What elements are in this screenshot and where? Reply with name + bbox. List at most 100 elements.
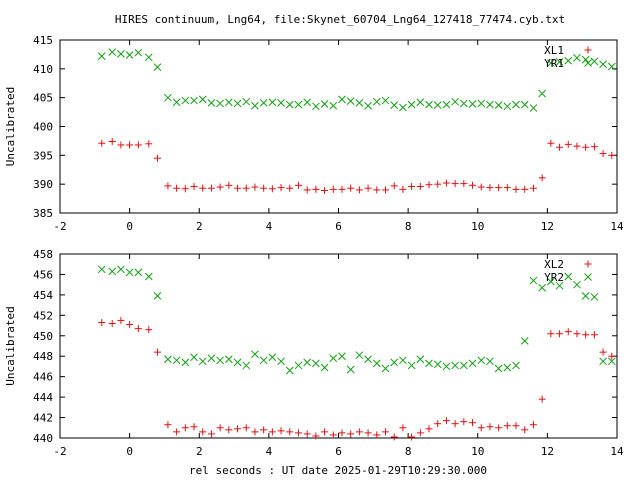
cross-point	[108, 48, 117, 56]
plus-legend-marker	[584, 46, 592, 54]
bottom-plot: -2 0 2 4 6 8 10 12 14 440 442 444 446 448 450 452 454 456…	[4, 248, 624, 458]
plus-point	[399, 185, 407, 193]
y-tick-label: 448	[33, 350, 53, 363]
x-tick-label: 10	[471, 220, 484, 233]
plus-point	[503, 184, 511, 192]
cross-point	[425, 100, 433, 109]
x-tick-label: 14	[610, 445, 624, 458]
plus-point	[260, 426, 268, 434]
cross-point	[172, 356, 181, 365]
plus-point	[590, 143, 598, 151]
plus-point	[416, 429, 424, 437]
plus-point	[390, 182, 398, 190]
plus-point	[98, 139, 106, 147]
plus-point	[312, 185, 320, 193]
y-tick-label: 395	[33, 149, 53, 162]
cross-point	[277, 357, 285, 366]
cross-point	[442, 100, 451, 109]
plus-point	[442, 179, 450, 187]
cross-legend-marker	[584, 59, 592, 67]
cross-point	[390, 101, 399, 110]
plus-point	[134, 141, 142, 149]
cross-point	[494, 101, 503, 110]
cross-point	[477, 356, 486, 365]
y-tick-label: 410	[33, 63, 53, 76]
cross-point	[468, 359, 477, 368]
plus-point	[364, 184, 372, 192]
y-axis-label: Uncalibrated	[4, 87, 17, 166]
cross-point	[346, 365, 355, 374]
cross-point	[494, 364, 503, 373]
plus-point	[434, 420, 442, 428]
cross-point	[555, 281, 564, 290]
plus-point	[268, 428, 276, 436]
y-tick-label: 385	[33, 207, 53, 220]
cross-point	[355, 99, 364, 107]
plus-point	[294, 429, 302, 437]
plus-point	[225, 426, 233, 434]
cross-point	[503, 363, 512, 372]
plus-point	[277, 427, 285, 435]
cross-point	[97, 52, 106, 61]
plus-point	[321, 187, 329, 195]
plus-point	[190, 182, 198, 190]
plus-point	[234, 184, 242, 192]
plus-point	[538, 395, 546, 403]
cross-point	[164, 355, 172, 364]
cross-point	[207, 354, 216, 363]
plus-point	[216, 183, 224, 191]
y-tick-label: 442	[33, 412, 53, 425]
cross-point	[216, 99, 224, 108]
y-tick-label: 444	[33, 391, 53, 404]
cross-point	[233, 99, 242, 108]
cross-point	[144, 53, 153, 62]
y-tick-label: 446	[33, 371, 53, 384]
plus-point	[242, 424, 250, 432]
plus-point	[460, 418, 468, 426]
x-tick-label: 0	[126, 220, 133, 233]
plus-point	[381, 428, 389, 436]
plus-point	[251, 183, 259, 191]
cross-point	[599, 60, 607, 69]
y-tick-label: 458	[33, 248, 53, 261]
x-tick-label: 0	[126, 445, 133, 458]
plus-point	[538, 174, 546, 182]
plus-point	[286, 184, 294, 192]
plus-point	[260, 184, 268, 192]
cross-point	[303, 358, 312, 367]
cross-point	[590, 57, 599, 66]
cross-point	[117, 49, 125, 58]
cross-point	[224, 98, 233, 107]
x-tick-label: 6	[335, 220, 342, 233]
plus-point	[608, 151, 616, 159]
plus-point	[98, 318, 106, 326]
cross-point	[433, 101, 442, 110]
plus-point	[294, 181, 302, 189]
legend-label: YR2	[544, 271, 564, 284]
y-axis-label: Uncalibrated	[4, 306, 17, 385]
plus-point	[425, 181, 433, 189]
cross-point	[529, 104, 538, 112]
cross-point	[520, 337, 529, 345]
cross-point	[407, 100, 416, 109]
plus-point	[251, 428, 259, 436]
y-tick-label: 456	[33, 268, 53, 281]
cross-point	[346, 97, 355, 105]
cross-point	[399, 356, 407, 365]
cross-point	[268, 98, 277, 107]
plus-point	[277, 184, 285, 192]
cross-point	[486, 357, 494, 366]
x-tick-label: 12	[541, 220, 554, 233]
plus-point	[425, 425, 433, 433]
plus-point	[582, 143, 590, 151]
cross-point	[381, 364, 390, 373]
plus-point	[477, 424, 485, 432]
plus-point	[108, 320, 116, 328]
plus-point	[599, 150, 607, 158]
plus-point	[486, 184, 494, 192]
y-tick-label: 405	[33, 92, 53, 105]
x-tick-label: 2	[196, 220, 203, 233]
cross-point	[277, 99, 285, 107]
plus-point	[408, 433, 416, 441]
plus-point	[408, 182, 416, 190]
